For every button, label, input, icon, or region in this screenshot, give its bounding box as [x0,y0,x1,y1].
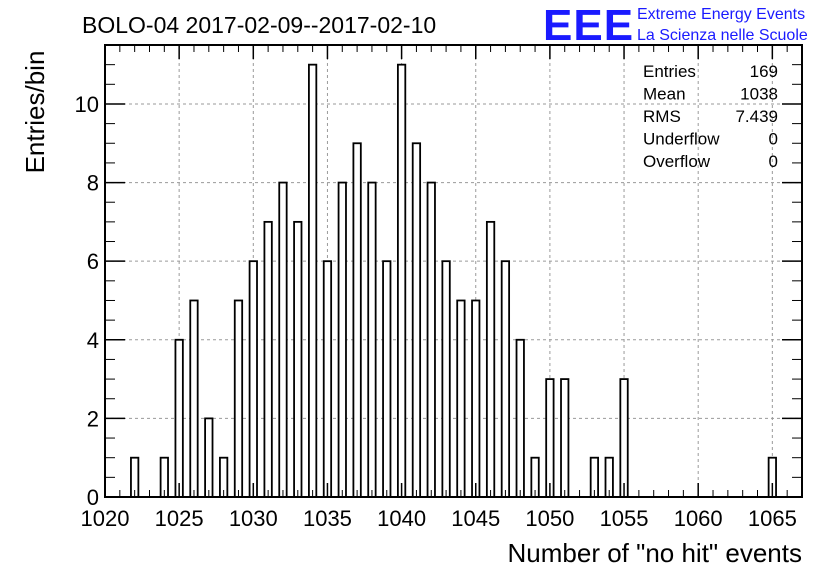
histogram-bar [382,260,392,498]
y-tick-label: 4 [87,328,99,353]
histogram-bar [352,142,362,498]
histogram-bar [515,338,525,498]
y-tick-label: 8 [87,171,99,196]
grid-lines [105,45,802,497]
histogram-bar [322,260,333,498]
histogram-bar [396,63,407,498]
x-tick-label: 1025 [155,506,204,531]
stats-label: RMS [643,107,681,126]
eee-logo: EEE Extreme Energy Events La Scienza nel… [543,1,808,50]
x-tick-label: 1065 [748,506,797,531]
histogram-bar [278,181,288,498]
y-tick-label: 0 [87,485,99,510]
histogram-bar [441,260,451,498]
histogram-bar [426,181,436,498]
histogram-bar [174,338,184,498]
x-axis-label: Number of "no hit" events [508,538,803,568]
stats-value: 0 [769,152,778,171]
stats-label: Overflow [643,152,711,171]
histogram-bar [293,220,303,498]
histogram-bar [411,142,422,498]
stats-label: Underflow [643,130,720,149]
histogram-bar [485,220,496,498]
x-tick-label: 1035 [303,506,352,531]
y-axis-label: Entries/bin [20,51,50,174]
x-tick-label: 1050 [525,506,574,531]
histogram-bar [619,378,629,498]
stats-label: Entries [643,62,696,81]
x-tick-label: 1040 [377,506,426,531]
stats-label: Mean [643,85,686,104]
y-tick-label: 6 [87,249,99,274]
histogram-bar [233,299,244,498]
y-tick-label: 10 [75,92,99,117]
y-tick-label: 2 [87,406,99,431]
tick-labels: 1020 1025 1030 1035 1040 1045 1050 1055 1060 1065… [75,92,797,531]
histogram-bar [471,299,481,498]
x-tick-label: 1045 [451,506,500,531]
plot-frame [104,44,803,498]
histogram-bar [500,260,511,498]
stats-value: 7.439 [735,107,778,126]
logo-line1: Extreme Energy Events [637,6,805,23]
histogram-bar [545,378,555,498]
stats-value: 169 [750,62,778,81]
logo-mark: EEE [543,1,634,50]
histogram-bar [248,260,258,498]
histogram-bar [337,181,347,498]
histogram-bar [456,299,466,498]
stats-value: 1038 [740,85,778,104]
histogram-bar [367,181,377,498]
histogram-bar [204,417,214,498]
histogram-bar [189,299,199,498]
histogram-bar [308,63,318,498]
histogram-bar [560,378,570,498]
x-tick-label: 1030 [229,506,278,531]
x-tick-label: 1060 [674,506,723,531]
chart-title: BOLO-04 2017-02-09--2017-02-10 [82,12,436,38]
stats-box: Entries 169 Mean 1038 RMS 7.439 Underflow 0 Over… [643,62,778,171]
axis-ticks [104,45,803,498]
stats-value: 0 [769,130,778,149]
histogram-bars [130,63,777,498]
x-tick-label: 1020 [81,506,130,531]
x-tick-label: 1055 [600,506,649,531]
histogram-bar [263,220,273,498]
logo-line2: La Scienza nelle Scuole [637,27,808,44]
